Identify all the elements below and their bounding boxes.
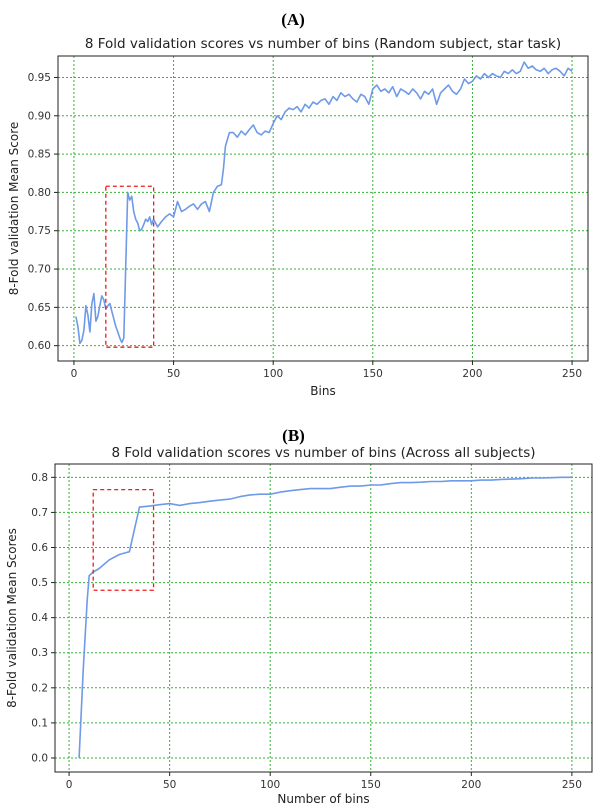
- chart-a-xtick-label: 50: [167, 368, 180, 380]
- chart-b-xlabel: Number of bins: [277, 792, 369, 805]
- chart-a-xtick-label: 100: [263, 368, 283, 380]
- chart-b-xtick-label: 0: [66, 779, 73, 791]
- chart-b-ytick-label: 0.8: [31, 472, 48, 484]
- chart-a-ytick-label: 0.75: [28, 225, 51, 237]
- chart-b-highlight-box: [92, 488, 155, 591]
- chart-b-xtick-label: 100: [260, 779, 280, 791]
- chart-b-xtick-label: 200: [461, 779, 481, 791]
- chart-b-ytick-label: 0.6: [31, 542, 48, 554]
- chart-b-panel-label: (B): [282, 426, 305, 445]
- chart-b-ytick-label: 0.5: [31, 577, 48, 589]
- chart-b-title: 8 Fold validation scores vs number of bi…: [111, 445, 535, 461]
- chart-b-xtick-label: 150: [361, 779, 381, 791]
- chart-a-ytick-label: 0.65: [28, 302, 51, 314]
- chart-b-ylabel: 8-Fold validation Mean Scores: [5, 528, 19, 708]
- chart-a-xtick-label: 150: [363, 368, 383, 380]
- chart-a-title: 8 Fold validation scores vs number of bi…: [85, 36, 561, 52]
- chart-b-ytick-label: 0.3: [31, 647, 48, 659]
- chart-a-ytick-label: 0.90: [28, 110, 51, 122]
- chart-a-ytick-label: 0.95: [28, 72, 51, 84]
- chart-b-ytick-label: 0.2: [31, 682, 48, 694]
- chart-a-highlight-box: [105, 185, 155, 348]
- chart-b-ytick-label: 0.1: [31, 717, 48, 729]
- chart-a-ytick-label: 0.80: [28, 187, 51, 199]
- chart-b-ytick-label: 0.0: [31, 752, 48, 764]
- chart-b-ytick-label: 0.4: [31, 612, 48, 624]
- chart-a-ylabel: 8-Fold validation Mean Score: [7, 122, 21, 296]
- chart-a-xtick-label: 250: [562, 368, 582, 380]
- chart-b-xtick-label: 50: [163, 779, 176, 791]
- chart-a-ytick-label: 0.85: [28, 149, 51, 161]
- chart-a-xlabel: Bins: [310, 384, 335, 398]
- chart-b-series-line: [78, 476, 572, 759]
- chart-a-xtick-label: 200: [462, 368, 482, 380]
- chart-a-axes-frame: [57, 55, 589, 362]
- chart-b-xtick-label: 250: [562, 779, 582, 791]
- chart-b-ytick-label: 0.7: [31, 507, 48, 519]
- chart-a-ytick-label: 0.60: [28, 340, 51, 352]
- chart-a-series-line: [75, 61, 573, 345]
- chart-a-ytick-label: 0.70: [28, 264, 51, 276]
- chart-a-panel-label: (A): [281, 10, 305, 29]
- chart-a-xtick-label: 0: [71, 368, 78, 380]
